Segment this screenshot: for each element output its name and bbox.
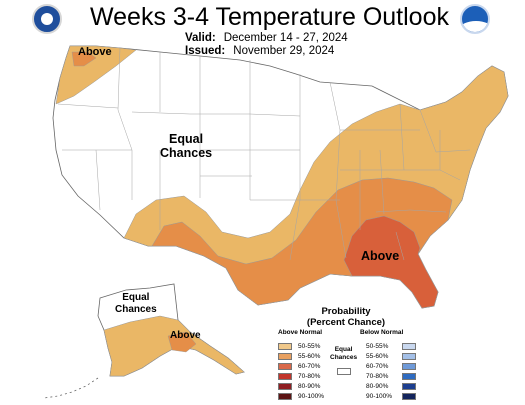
legend-label: 70-80% bbox=[298, 372, 321, 380]
legend-swatch bbox=[402, 342, 416, 350]
legend-above-item: 60-70% bbox=[278, 361, 324, 371]
alaska-above-core bbox=[167, 331, 197, 353]
legend-swatch bbox=[402, 382, 416, 390]
page-title: Weeks 3-4 Temperature Outlook bbox=[90, 3, 449, 31]
legend-label: 60-70% bbox=[298, 362, 321, 370]
legend-swatch bbox=[278, 392, 292, 400]
state-boundaries bbox=[57, 47, 471, 261]
legend-label: 90-100% bbox=[366, 392, 393, 400]
valid-value: December 14 - 27, 2024 bbox=[223, 32, 348, 44]
legend-swatch bbox=[278, 362, 292, 370]
legend-swatch bbox=[278, 352, 292, 360]
legend-swatch bbox=[402, 392, 416, 400]
nw-above-core bbox=[71, 51, 97, 67]
label-above-alaska: Above bbox=[170, 330, 201, 341]
legend-below-scale: 50-55% 55-60% 60-70% 70-80% 80-90% 90-10… bbox=[366, 341, 416, 401]
legend-label: 50-55% bbox=[298, 342, 321, 350]
noaa-logo-icon bbox=[460, 4, 490, 34]
legend-label: 80-90% bbox=[366, 382, 389, 390]
legend-below-item: 55-60% bbox=[366, 351, 416, 361]
legend-below-item: 90-100% bbox=[366, 391, 416, 401]
valid-label: Valid: bbox=[185, 32, 216, 44]
legend-above-item: 90-100% bbox=[278, 391, 324, 401]
above-60-70-region bbox=[343, 215, 439, 309]
legend-above-heading: Above Normal bbox=[278, 329, 323, 336]
issued-label: Issued: bbox=[185, 45, 226, 57]
commerce-seal-icon bbox=[32, 4, 62, 34]
legend-swatch bbox=[402, 362, 416, 370]
legend-above-scale: 50-55% 55-60% 60-70% 70-80% 80-90% 90-10… bbox=[278, 341, 324, 401]
legend-label: 80-90% bbox=[298, 382, 321, 390]
legend-label: 55-60% bbox=[298, 352, 321, 360]
legend-equal-label: Equal Chances bbox=[330, 346, 358, 361]
label-above-northwest: Above bbox=[78, 46, 112, 58]
legend-equal-chances: Equal Chances bbox=[330, 346, 357, 375]
legend-swatch bbox=[402, 372, 416, 380]
legend-above-item: 80-90% bbox=[278, 381, 324, 391]
aleutian-islands bbox=[43, 377, 99, 399]
legend-below-item: 50-55% bbox=[366, 341, 416, 351]
legend-title: Probability (Percent Chance) bbox=[306, 306, 386, 328]
legend-swatch bbox=[278, 342, 292, 350]
legend-label: 55-60% bbox=[366, 352, 389, 360]
legend-label: 70-80% bbox=[366, 372, 389, 380]
legend-below-heading: Below Normal bbox=[360, 329, 404, 336]
legend-above-item: 50-55% bbox=[278, 341, 324, 351]
label-equal-chances-conus: Equal Chances bbox=[160, 132, 213, 160]
legend-above-item: 70-80% bbox=[278, 371, 324, 381]
valid-dates: Valid: December 14 - 27, 2024 bbox=[185, 32, 348, 44]
legend-label: 60-70% bbox=[366, 362, 389, 370]
legend-label: 50-55% bbox=[366, 342, 389, 350]
legend-below-item: 80-90% bbox=[366, 381, 416, 391]
issued-date: Issued: November 29, 2024 bbox=[185, 45, 334, 57]
legend-swatch bbox=[278, 382, 292, 390]
legend-swatch bbox=[336, 368, 351, 375]
legend-swatch bbox=[402, 352, 416, 360]
legend-label: 90-100% bbox=[298, 392, 325, 400]
legend-below-item: 60-70% bbox=[366, 361, 416, 371]
legend-swatch bbox=[278, 372, 292, 380]
issued-value: November 29, 2024 bbox=[233, 45, 335, 57]
legend-above-item: 55-60% bbox=[278, 351, 324, 361]
label-equal-chances-alaska: Equal Chances bbox=[115, 292, 157, 315]
label-above-southeast: Above bbox=[361, 249, 400, 263]
legend-below-item: 70-80% bbox=[366, 371, 416, 381]
